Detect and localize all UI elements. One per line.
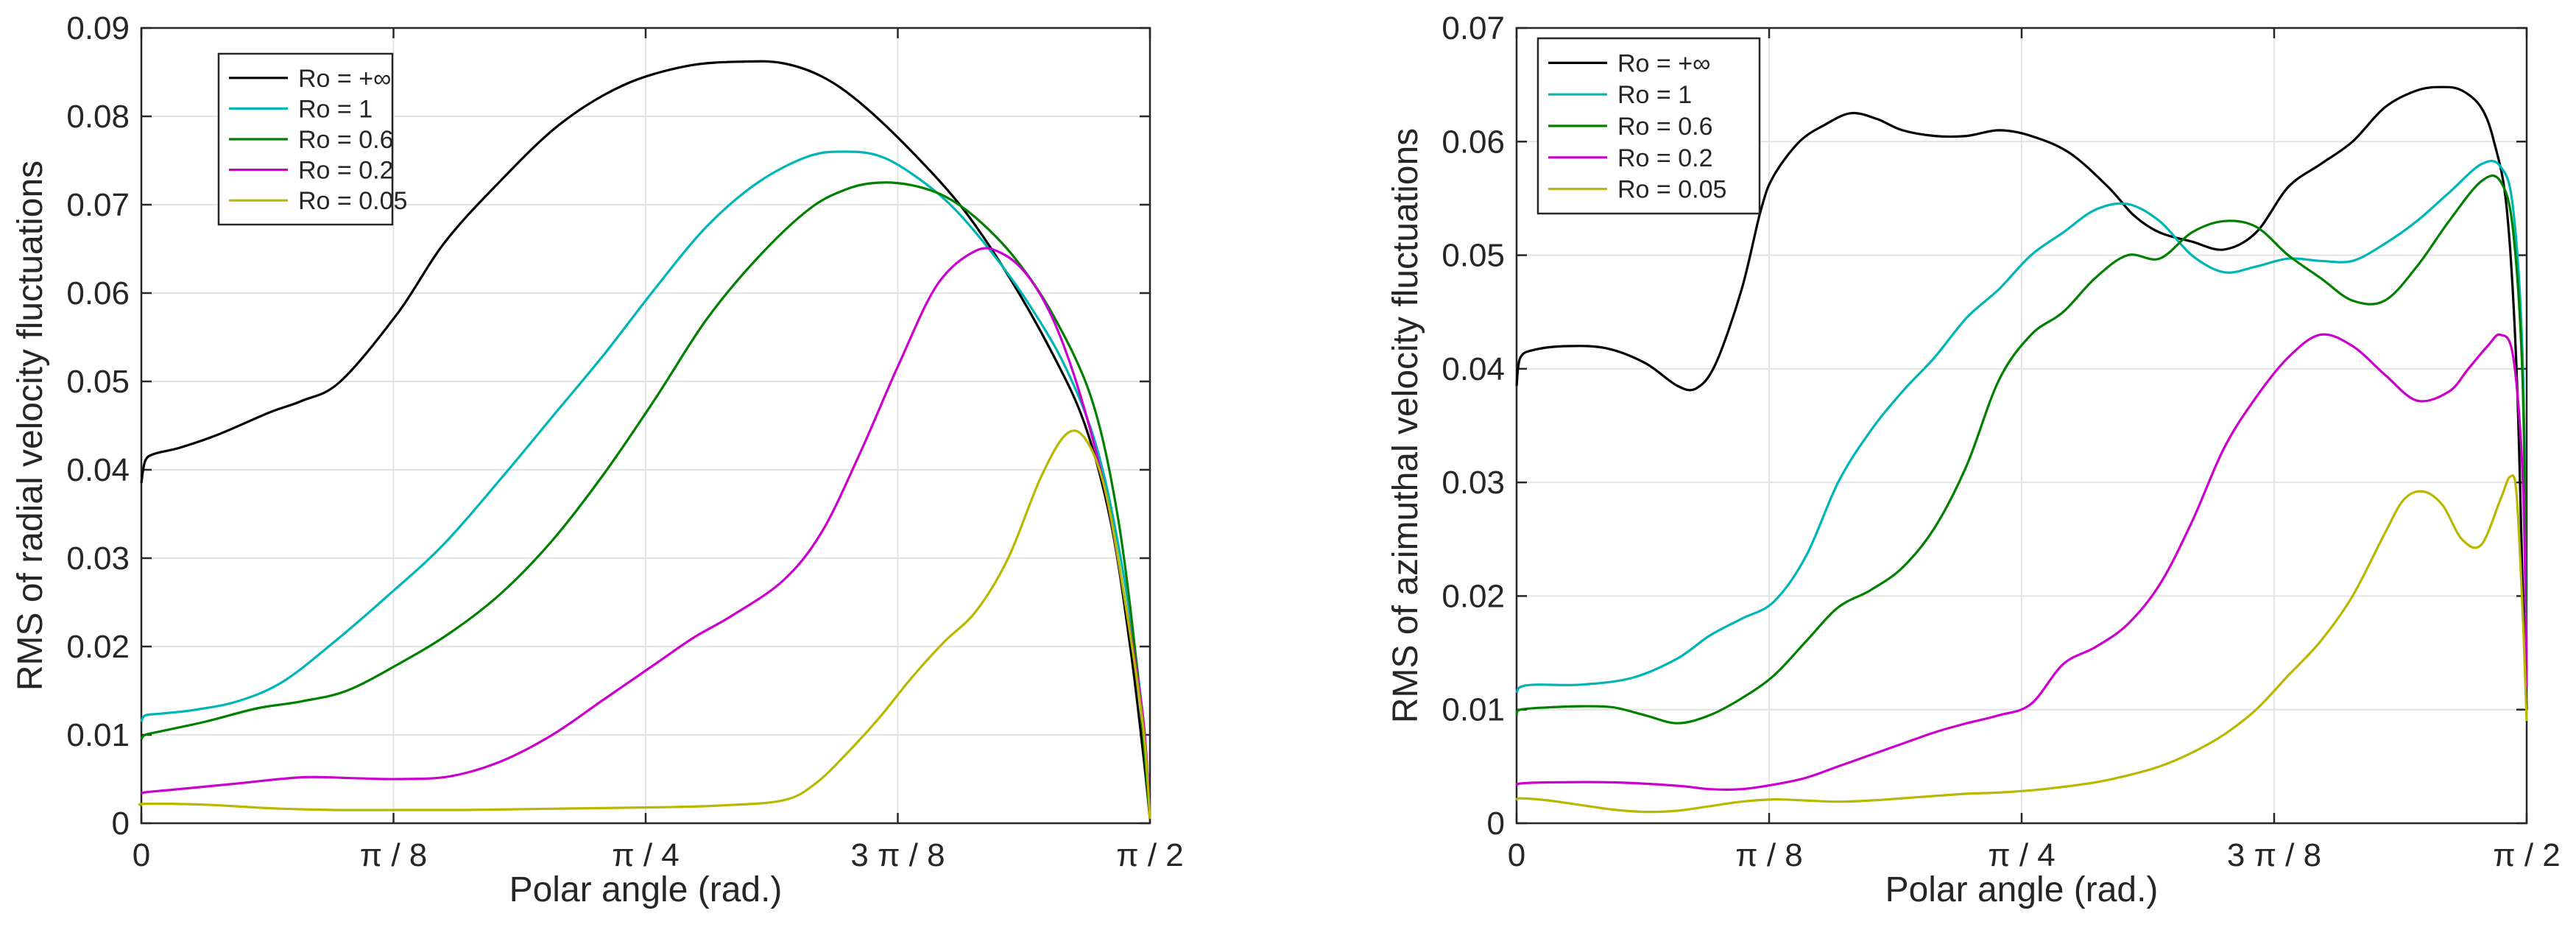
series-line-4 (140, 247, 1151, 820)
legend-label: Ro = +∞ (298, 65, 391, 93)
x-tick-label: π / 2 (2493, 837, 2561, 873)
y-tick-label: 0.05 (66, 364, 130, 400)
x-tick-label: 3 π / 8 (2227, 837, 2321, 873)
y-tick-label: 0.08 (66, 99, 130, 135)
x-tick-label: 0 (1508, 837, 1525, 873)
y-tick-label: 0.03 (66, 540, 130, 577)
legend-label: Ro = 0.6 (1617, 113, 1712, 141)
y-tick-label: 0.07 (1441, 10, 1505, 46)
y-tick-label: 0.01 (1441, 692, 1505, 728)
series-line-1 (1515, 85, 2528, 710)
y-tick-label: 0.02 (1441, 578, 1505, 614)
legend-label: Ro = 0.2 (1617, 144, 1712, 172)
x-axis-label: Polar angle (rad.) (1885, 870, 2159, 909)
series-line-4 (1515, 333, 2528, 791)
x-axis-label: Polar angle (rad.) (509, 870, 783, 909)
y-axis-label: RMS of radial velocity fluctuations (11, 161, 50, 691)
y-tick-label: 0.01 (66, 717, 130, 753)
series-line-2 (1515, 159, 2528, 694)
y-tick-label: 0.03 (1441, 465, 1505, 501)
legend-label: Ro = 0.2 (298, 157, 393, 185)
chart-1: 0 π / 8 π / 4 3 π / 8 π / 2 0 0.01 0.02 0.03 0.04… (11, 10, 1184, 909)
x-tick-label: π / 8 (360, 837, 428, 873)
y-tick-label: 0.09 (66, 10, 130, 46)
y-tick-label: 0 (1487, 806, 1505, 842)
legend-label: Ro = +∞ (1617, 49, 1710, 77)
series-line-3 (1515, 174, 2528, 725)
x-tick-label: π / 2 (1116, 837, 1184, 873)
y-tick-label: 0.06 (1441, 124, 1505, 160)
series-line-3 (140, 181, 1151, 820)
series-line-5 (138, 429, 1151, 820)
y-tick-label: 0.05 (1441, 238, 1505, 274)
chart-2: 0 π / 8 π / 4 3 π / 8 π / 2 0 0.01 0.02 0.03 0.04… (1386, 10, 2561, 909)
x-tick-label: 3 π / 8 (850, 837, 945, 873)
legend-label: Ro = 1 (1617, 81, 1692, 109)
y-tick-label: 0.02 (66, 629, 130, 665)
legend: Ro = +∞ Ro = 1 Ro = 0.6 Ro = 0.2 Ro = 0.05 (1536, 37, 1761, 215)
legend-label: Ro = 0.05 (1617, 176, 1726, 204)
legend-label: Ro = 0.05 (298, 187, 407, 215)
y-tick-label: 0 (112, 806, 130, 842)
y-tick-label: 0.04 (1441, 351, 1505, 387)
series-line-5 (1515, 474, 2528, 814)
x-tick-label: π / 4 (1988, 837, 2055, 873)
y-tick-label: 0.04 (66, 452, 130, 488)
y-axis-label: RMS of azimuthal velocity fluctuations (1386, 128, 1425, 723)
y-tick-label: 0.06 (66, 275, 130, 311)
legend-label: Ro = 0.6 (298, 126, 393, 154)
legend: Ro = +∞Ro = 1 Ro = 0.6 Ro = 0.2Ro = 0.05 (217, 52, 407, 226)
x-tick-label: 0 (133, 837, 150, 873)
legend-label: Ro = 1 (298, 95, 373, 123)
x-tick-label: π / 8 (1735, 837, 1803, 873)
y-tick-label: 0.07 (66, 187, 130, 223)
x-tick-label: π / 4 (612, 837, 680, 873)
